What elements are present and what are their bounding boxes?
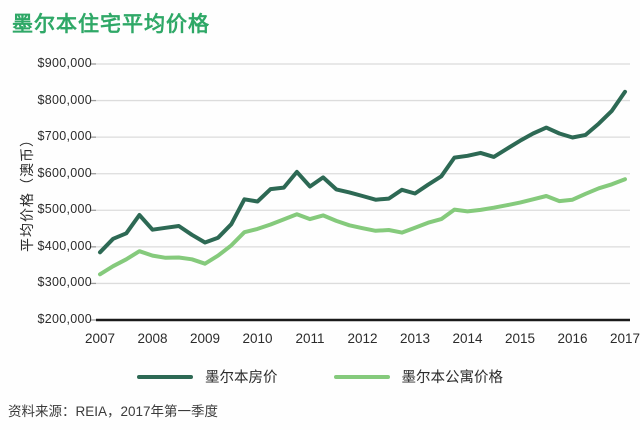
x-tick-label: 2013	[399, 331, 431, 346]
x-tick-label: 2011	[295, 331, 325, 346]
chart-legend: 墨尔本房价 墨尔本公寓价格	[0, 366, 640, 387]
y-tick-label: $200,000	[37, 312, 92, 326]
house-line-swatch	[137, 374, 193, 379]
y-tick-label: $300,000	[37, 275, 92, 290]
y-tick-label: $600,000	[37, 165, 92, 180]
x-tick-label: 2016	[557, 331, 588, 346]
x-tick-label: 2015	[504, 331, 536, 346]
x-tick-label: 2017	[609, 331, 640, 346]
source-note: 资料来源：REIA，2017年第一季度	[8, 404, 219, 419]
legend-item-house: 墨尔本房价	[137, 366, 278, 387]
y-tick-label: $500,000	[37, 202, 92, 217]
legend-item-apartment: 墨尔本公寓价格	[333, 366, 504, 387]
x-tick-label: 2007	[84, 331, 116, 346]
x-tick-label: 2009	[189, 331, 221, 346]
chart-title: 墨尔本住宅平均价格	[12, 13, 210, 36]
x-tick-label: 2008	[137, 331, 168, 346]
x-tick-label: 2010	[242, 331, 273, 346]
y-tick-label: $900,000	[37, 56, 92, 70]
x-tick-label: 2014	[452, 331, 483, 346]
series-line-apartment	[98, 177, 627, 277]
series-line-house	[98, 89, 627, 255]
x-tick-label: 2012	[347, 331, 378, 346]
y-tick-label: $800,000	[37, 92, 92, 107]
apartment-line-swatch	[333, 374, 390, 379]
y-tick-label: $700,000	[37, 129, 92, 144]
legend-label-apartment: 墨尔本公寓价格	[401, 370, 504, 386]
y-tick-label: $400,000	[37, 238, 92, 253]
legend-label-house: 墨尔本房价	[205, 370, 278, 386]
